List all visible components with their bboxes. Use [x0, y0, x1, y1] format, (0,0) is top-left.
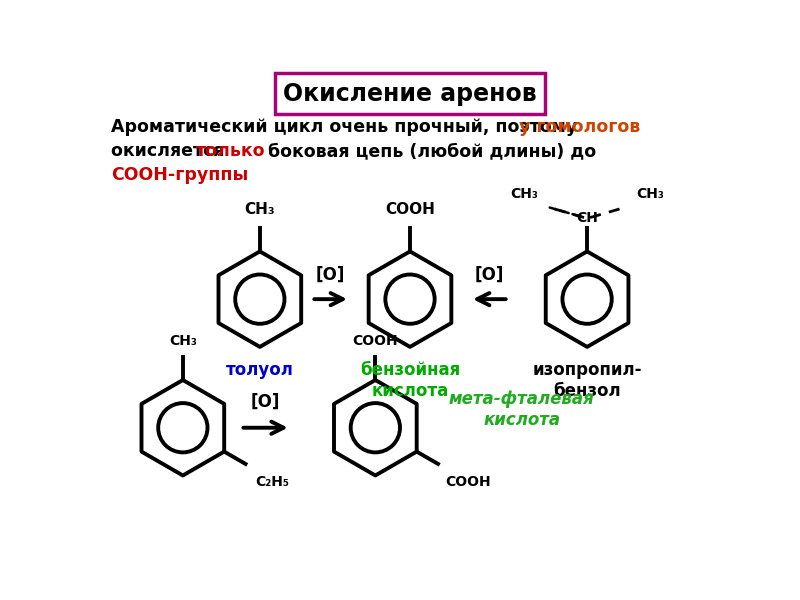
- Text: [O]: [O]: [316, 266, 346, 284]
- Text: мета-фталевая
кислота: мета-фталевая кислота: [449, 390, 594, 428]
- Text: бензойная
кислота: бензойная кислота: [360, 361, 460, 400]
- Text: окисляется: окисляется: [111, 142, 230, 160]
- Text: у гомологов: у гомологов: [519, 118, 641, 136]
- Text: [O]: [O]: [474, 266, 504, 284]
- Text: изопропил-
бензол: изопропил- бензол: [532, 361, 642, 400]
- Text: Окисление аренов: Окисление аренов: [283, 82, 537, 106]
- Text: CH₃: CH₃: [245, 202, 275, 217]
- Text: COOH: COOH: [385, 202, 435, 217]
- Text: Ароматический цикл очень прочный, поэтому: Ароматический цикл очень прочный, поэтом…: [111, 118, 583, 136]
- Text: только: только: [196, 142, 266, 160]
- Text: толуол: толуол: [226, 361, 294, 379]
- Text: боковая цепь (любой длины) до: боковая цепь (любой длины) до: [262, 142, 596, 160]
- Text: COOH: COOH: [446, 475, 491, 489]
- Text: CH: CH: [576, 211, 598, 225]
- Text: CH₃: CH₃: [169, 334, 197, 347]
- Text: СООН-группы: СООН-группы: [111, 166, 249, 184]
- Text: [O]: [O]: [250, 393, 280, 411]
- Text: CH₃: CH₃: [510, 187, 538, 200]
- Text: C₂H₅: C₂H₅: [254, 475, 289, 489]
- Text: COOH: COOH: [353, 334, 398, 347]
- Text: CH₃: CH₃: [636, 187, 664, 200]
